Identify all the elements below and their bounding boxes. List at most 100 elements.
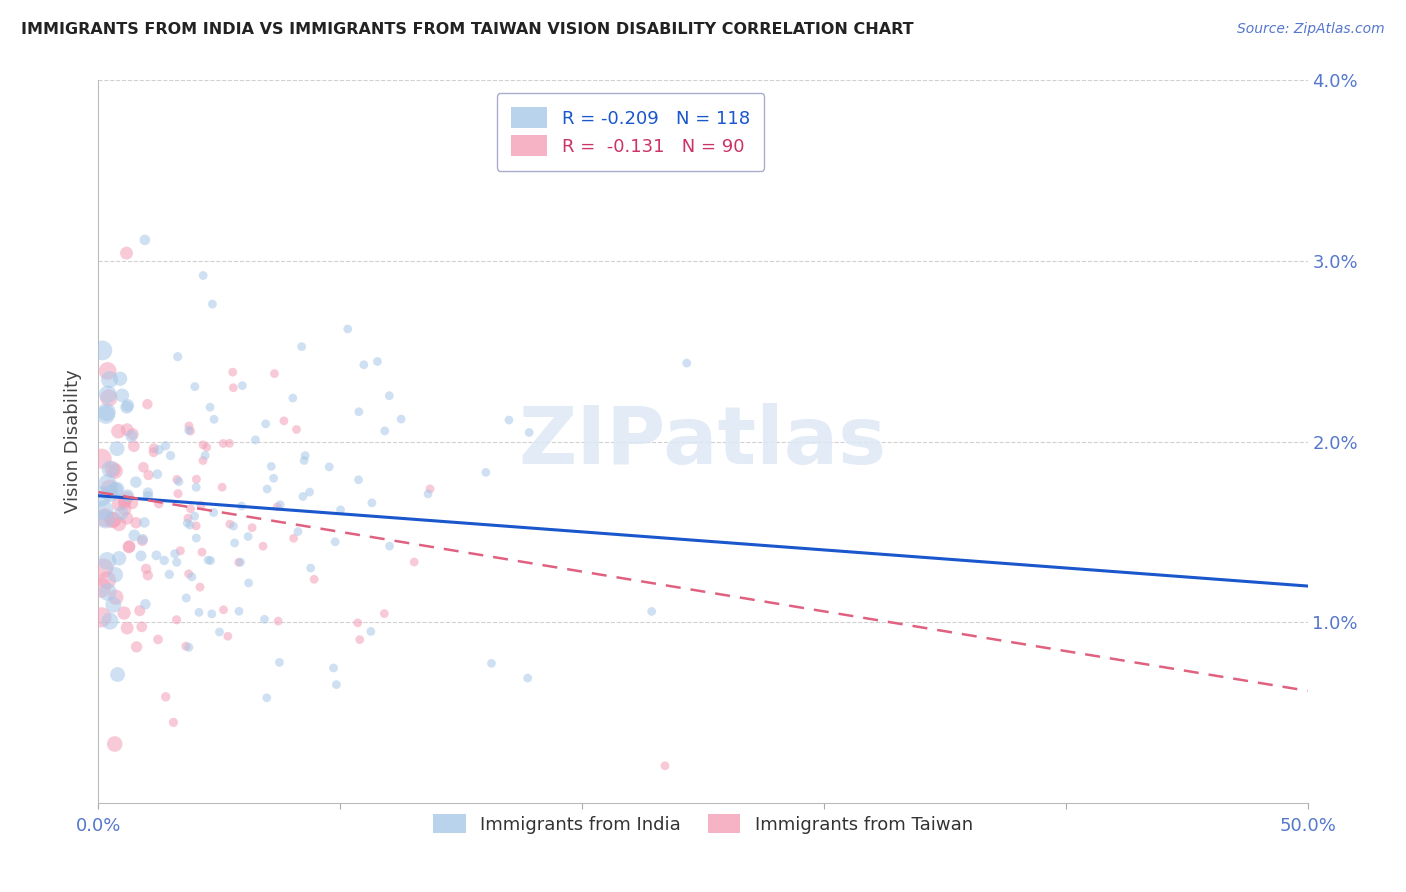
- Point: [404, 555, 426, 569]
- Point: [389, 412, 412, 426]
- Point: [136, 485, 159, 500]
- Point: [269, 656, 291, 670]
- Point: [253, 612, 276, 626]
- Point: [188, 580, 211, 594]
- Point: [197, 553, 219, 567]
- Point: [218, 436, 240, 450]
- Point: [136, 397, 159, 411]
- Point: [202, 412, 225, 426]
- Point: [211, 480, 233, 494]
- Text: ZIPatlas: ZIPatlas: [519, 402, 887, 481]
- Point: [517, 425, 540, 440]
- Point: [218, 517, 240, 532]
- Point: [222, 365, 245, 379]
- Point: [125, 640, 148, 654]
- Point: [108, 551, 131, 566]
- Point: [96, 405, 118, 419]
- Point: [90, 451, 112, 466]
- Point: [97, 391, 120, 405]
- Point: [104, 567, 127, 582]
- Point: [299, 561, 322, 575]
- Point: [222, 519, 245, 533]
- Point: [97, 387, 120, 401]
- Point: [157, 567, 180, 582]
- Point: [117, 399, 139, 413]
- Point: [108, 372, 131, 386]
- Point: [191, 453, 214, 467]
- Point: [366, 354, 388, 368]
- Point: [97, 364, 120, 378]
- Point: [184, 519, 207, 533]
- Point: [475, 466, 498, 480]
- Point: [267, 614, 290, 628]
- Point: [115, 401, 138, 415]
- Point: [121, 496, 143, 510]
- Point: [135, 562, 157, 576]
- Point: [121, 429, 143, 443]
- Point: [329, 503, 352, 517]
- Point: [136, 568, 159, 582]
- Point: [240, 521, 263, 535]
- Point: [222, 381, 245, 395]
- Point: [107, 667, 129, 681]
- Point: [346, 615, 368, 630]
- Point: [228, 555, 250, 569]
- Point: [93, 503, 115, 517]
- Point: [228, 604, 250, 618]
- Point: [166, 555, 188, 569]
- Point: [136, 489, 159, 503]
- Point: [163, 547, 186, 561]
- Point: [107, 424, 129, 438]
- Point: [256, 482, 278, 496]
- Point: [159, 449, 181, 463]
- Point: [176, 591, 198, 605]
- Point: [103, 513, 125, 527]
- Point: [325, 678, 347, 692]
- Point: [191, 545, 214, 559]
- Point: [121, 427, 143, 442]
- Point: [378, 539, 401, 553]
- Point: [131, 533, 153, 547]
- Point: [94, 510, 117, 524]
- Point: [138, 468, 160, 483]
- Point: [419, 482, 441, 496]
- Point: [146, 467, 169, 482]
- Point: [105, 442, 128, 456]
- Point: [269, 498, 291, 512]
- Point: [200, 553, 222, 567]
- Point: [110, 506, 132, 520]
- Point: [184, 379, 207, 393]
- Point: [169, 543, 191, 558]
- Point: [191, 268, 214, 283]
- Point: [124, 528, 146, 542]
- Point: [294, 449, 316, 463]
- Y-axis label: Vision Disability: Vision Disability: [65, 369, 83, 514]
- Point: [202, 506, 225, 520]
- Point: [177, 511, 200, 525]
- Point: [177, 566, 200, 581]
- Point: [131, 620, 153, 634]
- Point: [212, 436, 235, 450]
- Point: [292, 453, 315, 467]
- Point: [373, 607, 395, 621]
- Point: [217, 629, 239, 643]
- Point: [117, 489, 139, 503]
- Point: [94, 408, 117, 422]
- Point: [224, 536, 246, 550]
- Point: [134, 233, 156, 247]
- Point: [302, 572, 325, 586]
- Point: [114, 493, 136, 508]
- Point: [122, 439, 145, 453]
- Point: [318, 459, 340, 474]
- Point: [174, 639, 197, 653]
- Point: [285, 422, 308, 436]
- Point: [90, 610, 112, 624]
- Point: [134, 597, 156, 611]
- Point: [245, 433, 267, 447]
- Point: [142, 445, 165, 459]
- Point: [336, 322, 359, 336]
- Point: [322, 661, 344, 675]
- Point: [236, 529, 259, 543]
- Point: [481, 657, 503, 671]
- Point: [283, 531, 305, 545]
